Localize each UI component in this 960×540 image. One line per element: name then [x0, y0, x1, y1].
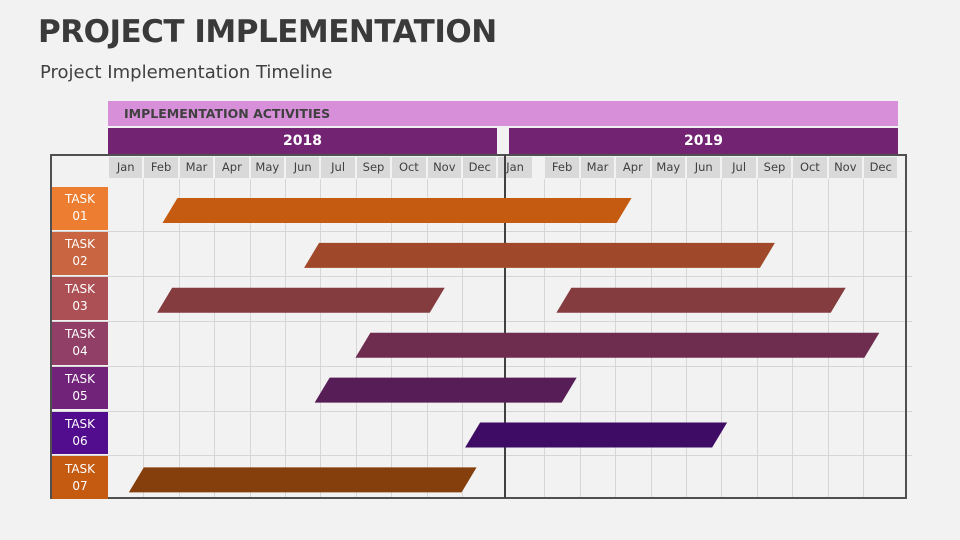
task-label: TASK 06: [52, 411, 108, 455]
task-label-text: TASK: [64, 237, 96, 252]
task-label: TASK 02: [52, 231, 108, 275]
grid-line-vertical: [320, 179, 322, 497]
year-divider: [504, 155, 506, 498]
grid-line-vertical: [178, 179, 180, 497]
month-cell: Dec: [864, 157, 898, 178]
grid-line-vertical: [249, 179, 251, 497]
grid-line-horizontal: [52, 275, 912, 277]
month-cell: Apr: [616, 157, 650, 178]
task-label-text: TASK: [64, 192, 96, 207]
task-bar: [355, 332, 880, 358]
year-2018-header: 2018: [108, 128, 497, 154]
month-cell: May: [250, 157, 284, 178]
grid-line-vertical: [355, 179, 357, 497]
grid-line-vertical: [214, 179, 216, 497]
grid-line-horizontal: [52, 320, 912, 322]
month-cell: Jun: [286, 157, 320, 178]
month-cell: Feb: [144, 157, 178, 178]
month-cell: Sep: [757, 157, 792, 178]
month-cell: Jan: [498, 157, 532, 178]
month-cell: Oct: [392, 157, 426, 178]
task-label-text: TASK: [64, 327, 96, 342]
month-cell: Dec: [463, 157, 497, 178]
grid-line-horizontal: [52, 365, 912, 367]
task-number: 07: [72, 478, 88, 493]
task-label: TASK 01: [52, 187, 108, 230]
task-label: TASK 07: [52, 456, 108, 500]
month-cell: Mar: [580, 157, 615, 178]
month-cell: May: [651, 157, 685, 178]
task-label: TASK 03: [52, 276, 108, 320]
year-2019-header: 2019: [509, 128, 898, 154]
month-cell: Sep: [356, 157, 391, 178]
grid-line-horizontal: [52, 230, 912, 232]
month-cell: Jan: [109, 157, 143, 178]
month-cell: Nov: [427, 157, 461, 178]
task-label-text: TASK: [64, 282, 96, 297]
month-cell: Oct: [793, 157, 827, 178]
task-number: 01: [72, 209, 88, 224]
task-number: 02: [72, 254, 88, 269]
task-number: 05: [72, 389, 88, 404]
task-label-text: TASK: [64, 416, 96, 431]
task-number: 06: [72, 433, 88, 448]
task-label: TASK 05: [52, 366, 108, 410]
task-bar: [162, 198, 632, 223]
task-number: 03: [72, 299, 88, 314]
task-bar: [465, 422, 728, 448]
chart-frame: [50, 154, 907, 499]
task-label: TASK 04: [52, 321, 108, 365]
month-cell: Feb: [545, 157, 579, 178]
month-cell: Jul: [321, 157, 355, 178]
task-label-text: TASK: [64, 372, 96, 387]
task-bar: [128, 467, 477, 493]
month-cell: Apr: [215, 157, 249, 178]
grid-line-horizontal: [52, 410, 912, 412]
task-bar: [157, 287, 445, 313]
month-cell: Jun: [687, 157, 721, 178]
activities-header: IMPLEMENTATION ACTIVITIES: [108, 101, 898, 126]
grid-line-horizontal: [52, 455, 912, 457]
grid-line-vertical: [285, 179, 286, 497]
grid-line-vertical: [143, 179, 145, 497]
task-label-text: TASK: [64, 461, 96, 476]
page-subtitle: Project Implementation Timeline: [40, 62, 333, 83]
page-title: PROJECT IMPLEMENTATION: [38, 14, 497, 50]
task-bar: [556, 287, 846, 313]
task-number: 04: [72, 344, 88, 359]
month-cell: Mar: [179, 157, 214, 178]
month-cell: Nov: [828, 157, 862, 178]
task-bar: [314, 377, 577, 403]
month-cell: Jul: [722, 157, 756, 178]
task-bar: [304, 242, 775, 268]
